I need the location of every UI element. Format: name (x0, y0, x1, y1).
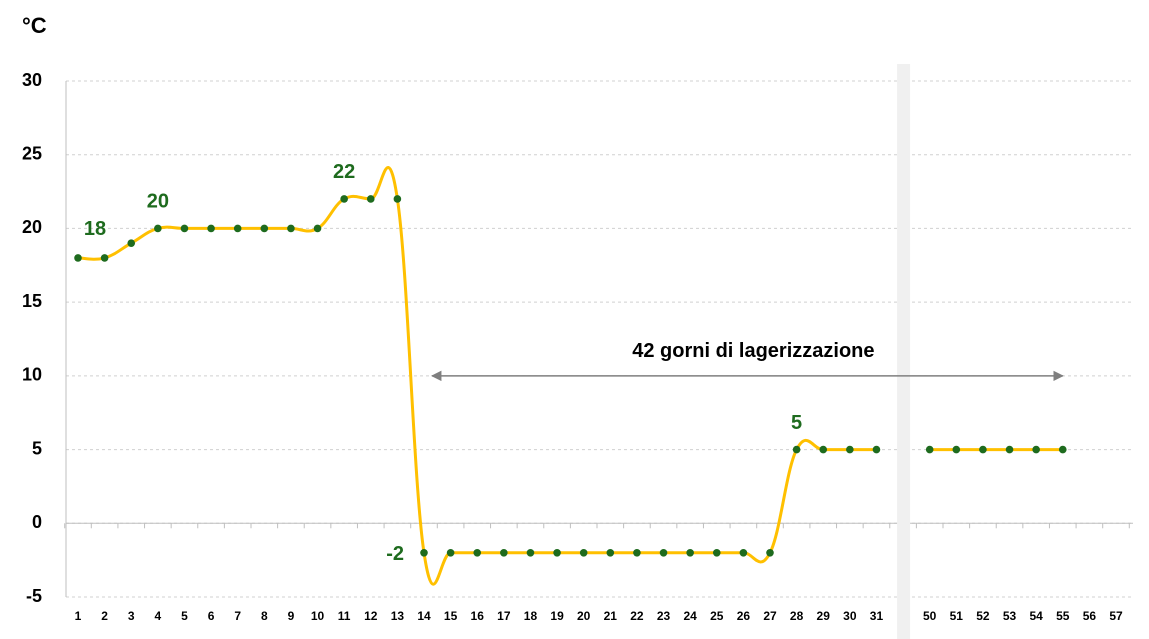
x-tick-label: 12 (364, 609, 378, 623)
x-tick-label: 25 (710, 609, 724, 623)
point (100, 254, 109, 262)
x-tick-label: 30 (843, 609, 857, 623)
point (313, 224, 322, 233)
x-tick-label: 5 (181, 609, 188, 623)
y-tick-label: 25 (22, 143, 42, 163)
y-tick-label: 15 (22, 291, 42, 311)
x-tick-label: 1 (75, 609, 82, 623)
point (74, 254, 82, 262)
x-tick-label: 24 (683, 609, 697, 623)
point (633, 548, 641, 557)
x-tick-label: 21 (604, 609, 618, 623)
x-tick-label: 57 (1109, 609, 1123, 623)
point (1005, 445, 1014, 454)
point (154, 224, 162, 233)
x-tick-label: 52 (976, 609, 990, 623)
point (979, 445, 987, 454)
point (579, 548, 588, 557)
x-tick-label: 11 (338, 609, 351, 623)
x-tick-label: 15 (444, 609, 458, 623)
x-tick-label: 8 (261, 609, 268, 623)
point (739, 548, 748, 557)
point (766, 548, 774, 557)
point (819, 445, 828, 454)
data-label: 22 (333, 161, 355, 183)
x-tick-label: 2 (101, 609, 108, 623)
x-tick-label: 16 (471, 609, 485, 623)
x-tick-label: 20 (577, 609, 591, 623)
data-label: -2 (386, 543, 404, 565)
x-tick-label: 51 (950, 609, 964, 623)
x-tick-label: 10 (311, 609, 325, 623)
x-tick-label: 9 (288, 609, 295, 623)
x-tick-label: 23 (657, 609, 671, 623)
x-tick-label: 18 (524, 609, 538, 623)
axis-break (897, 64, 911, 639)
x-tick-label: 22 (630, 609, 644, 623)
x-tick-label: 50 (923, 609, 937, 623)
x-tick-label: 28 (790, 609, 804, 623)
point (473, 548, 482, 557)
annotation-text: 42 gorni di lagerizzazione (632, 340, 874, 362)
data-label: 5 (791, 412, 802, 434)
point (366, 195, 375, 203)
point (925, 445, 934, 454)
point (846, 445, 854, 454)
point (287, 224, 295, 233)
y-tick-label: 20 (22, 217, 42, 237)
point (340, 195, 348, 203)
point (553, 548, 561, 557)
data-label: 20 (147, 191, 169, 213)
x-tick-label: 55 (1056, 609, 1070, 623)
point (180, 224, 189, 233)
x-tick-label: 27 (763, 609, 777, 623)
x-tick-label: 4 (155, 609, 162, 623)
x-tick-label: 17 (497, 609, 511, 623)
point (526, 548, 535, 557)
point (872, 445, 881, 454)
y-tick-label: 30 (22, 70, 42, 90)
x-tick-label: 7 (234, 609, 241, 623)
y-tick-label: 5 (32, 438, 42, 458)
x-tick-label: 3 (128, 609, 135, 623)
y-tick-label: 0 (32, 512, 42, 532)
point (260, 224, 269, 233)
x-tick-label: 56 (1083, 609, 1097, 623)
point (792, 445, 801, 454)
x-tick-label: 14 (417, 609, 431, 623)
x-tick-label: 19 (550, 609, 564, 623)
y-tick-label: -5 (26, 586, 42, 606)
point (127, 239, 136, 247)
data-label: 18 (84, 218, 106, 240)
point (500, 548, 508, 557)
point (207, 224, 215, 233)
y-axis-label: °C (22, 13, 47, 38)
point (233, 224, 242, 233)
x-tick-label: 31 (870, 609, 884, 623)
point (659, 548, 668, 557)
y-tick-label: 10 (22, 365, 42, 385)
point (952, 445, 961, 454)
point (712, 548, 721, 557)
x-tick-label: 26 (737, 609, 751, 623)
x-tick-label: 53 (1003, 609, 1017, 623)
point (420, 548, 428, 557)
x-tick-label: 29 (817, 609, 831, 623)
point (1032, 445, 1040, 454)
point (1058, 445, 1067, 454)
x-tick-label: 54 (1029, 609, 1043, 623)
x-tick-label: 13 (391, 609, 405, 623)
x-tick-label: 6 (208, 609, 215, 623)
point (606, 548, 615, 557)
point (393, 195, 402, 203)
point (446, 548, 455, 557)
point (686, 548, 694, 557)
